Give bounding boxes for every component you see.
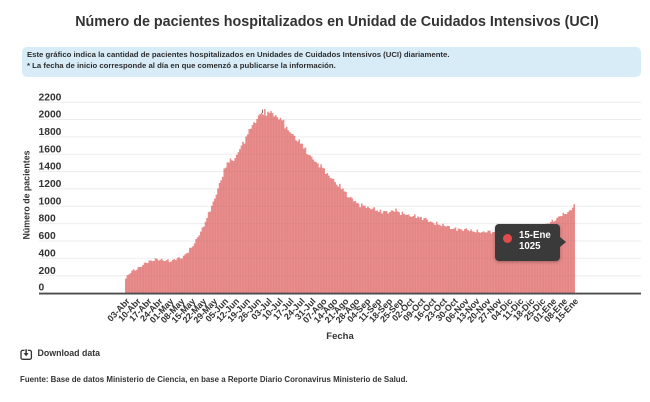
svg-text:Fecha: Fecha [326,331,354,342]
svg-text:1600: 1600 [39,144,62,155]
svg-text:600: 600 [39,231,56,242]
svg-text:1400: 1400 [39,162,62,173]
svg-text:2000: 2000 [39,110,62,121]
svg-text:1000: 1000 [39,196,62,207]
svg-text:200: 200 [39,266,56,277]
svg-text:800: 800 [39,214,56,225]
svg-text:Número de pacientes: Número de pacientes [22,150,32,239]
svg-text:400: 400 [39,248,56,259]
svg-text:2200: 2200 [39,92,62,103]
svg-text:1200: 1200 [39,179,62,190]
svg-text:0: 0 [39,283,45,294]
svg-text:1800: 1800 [39,127,62,138]
